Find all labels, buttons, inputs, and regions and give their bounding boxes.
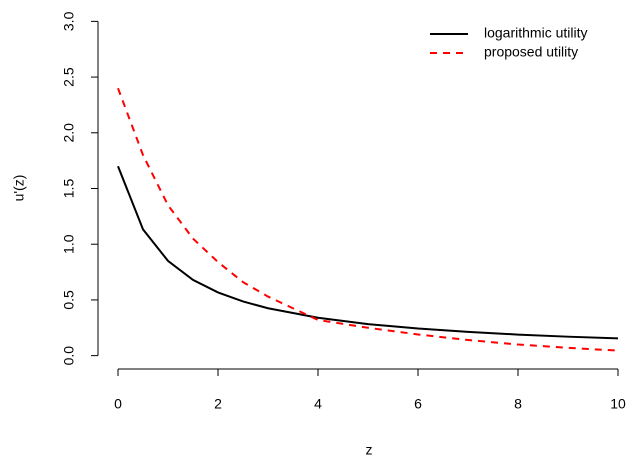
y-tick-label: 2.5 — [61, 67, 77, 87]
y-axis-label: u'(z) — [11, 175, 27, 202]
y-tick-label: 0.5 — [61, 290, 77, 310]
data-line — [117, 165, 619, 340]
x-tick-label: 0 — [114, 396, 122, 412]
y-tick-label: 1.5 — [61, 179, 77, 199]
y-tick-label: 0.0 — [61, 346, 77, 366]
y-tick-label: 1.0 — [61, 234, 77, 254]
x-tick-label: 6 — [414, 396, 422, 412]
x-axis-label: z — [366, 442, 373, 457]
y-tick-label: 3.0 — [61, 11, 77, 31]
x-tick-label: 2 — [214, 396, 222, 412]
legend-label: logarithmic utility — [484, 25, 587, 41]
x-tick-label: 10 — [610, 396, 626, 412]
data-line — [117, 87, 619, 352]
y-tick-label: 2.0 — [61, 123, 77, 143]
legend-label: proposed utility — [484, 44, 578, 60]
x-tick-label: 4 — [314, 396, 322, 412]
x-tick-label: 8 — [514, 396, 522, 412]
